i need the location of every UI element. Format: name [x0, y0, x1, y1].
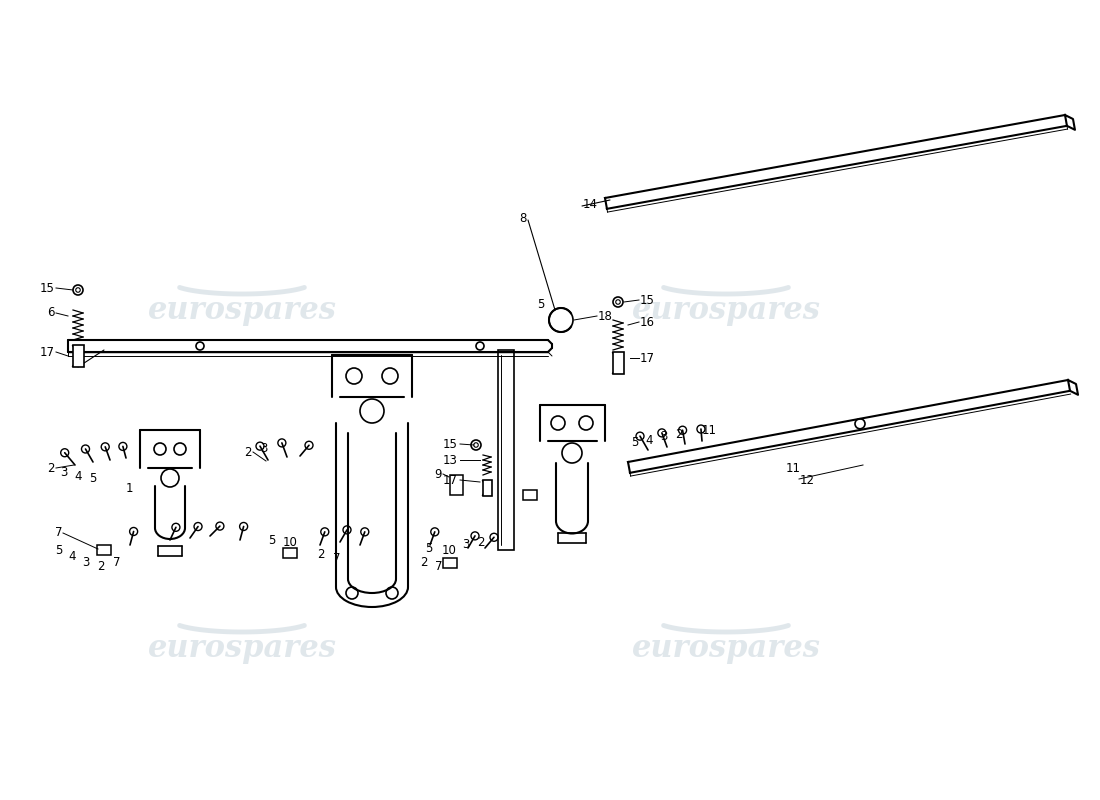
Text: 15: 15 — [443, 438, 458, 450]
Text: 7: 7 — [434, 559, 442, 573]
Text: 14: 14 — [583, 198, 598, 210]
Text: 11: 11 — [786, 462, 801, 474]
Text: 18: 18 — [598, 310, 613, 322]
Text: 5: 5 — [268, 534, 275, 546]
Text: 4: 4 — [75, 470, 82, 482]
Text: 15: 15 — [640, 294, 654, 306]
Text: 3: 3 — [661, 430, 668, 443]
Text: 1: 1 — [125, 482, 133, 494]
Bar — [450, 475, 463, 495]
Text: 13: 13 — [443, 454, 458, 466]
Bar — [283, 548, 297, 558]
Text: 2: 2 — [675, 427, 683, 441]
Bar — [73, 345, 84, 367]
Text: 7: 7 — [55, 526, 62, 539]
Text: 7: 7 — [112, 557, 120, 570]
Text: 2: 2 — [420, 557, 428, 570]
Text: 2: 2 — [98, 559, 104, 573]
Bar — [613, 352, 624, 374]
Text: 5: 5 — [425, 542, 432, 554]
Text: 12: 12 — [800, 474, 815, 486]
Text: 5: 5 — [538, 298, 544, 311]
Text: eurospares: eurospares — [631, 294, 821, 326]
Text: 2: 2 — [244, 446, 252, 458]
Text: 5: 5 — [55, 543, 62, 557]
Bar — [522, 490, 537, 500]
Text: 4: 4 — [68, 550, 76, 563]
Text: 10: 10 — [283, 537, 298, 550]
Bar — [97, 545, 111, 555]
Bar — [443, 558, 456, 568]
Text: 9: 9 — [434, 467, 442, 481]
Text: eurospares: eurospares — [147, 294, 337, 326]
Text: 3: 3 — [261, 442, 268, 455]
Text: eurospares: eurospares — [631, 633, 821, 663]
Text: 2: 2 — [47, 462, 55, 474]
Text: 15: 15 — [40, 282, 55, 294]
Text: eurospares: eurospares — [147, 633, 337, 663]
Text: 5: 5 — [630, 437, 638, 450]
Text: 10: 10 — [442, 545, 456, 558]
Text: 8: 8 — [519, 211, 527, 225]
Text: 11: 11 — [702, 425, 717, 438]
Text: 7: 7 — [332, 551, 340, 565]
Text: 17: 17 — [640, 351, 654, 365]
Text: 17: 17 — [40, 346, 55, 358]
Text: 3: 3 — [60, 466, 68, 479]
Bar — [483, 480, 492, 496]
Text: 3: 3 — [462, 538, 470, 551]
Text: 6: 6 — [47, 306, 55, 319]
Text: 2: 2 — [318, 549, 324, 562]
Text: 16: 16 — [640, 315, 654, 329]
Text: 4: 4 — [646, 434, 653, 446]
Text: 5: 5 — [89, 473, 96, 486]
Text: 2: 2 — [477, 535, 484, 549]
Bar — [498, 350, 514, 550]
Text: 17: 17 — [443, 474, 458, 486]
Text: 3: 3 — [82, 555, 90, 569]
